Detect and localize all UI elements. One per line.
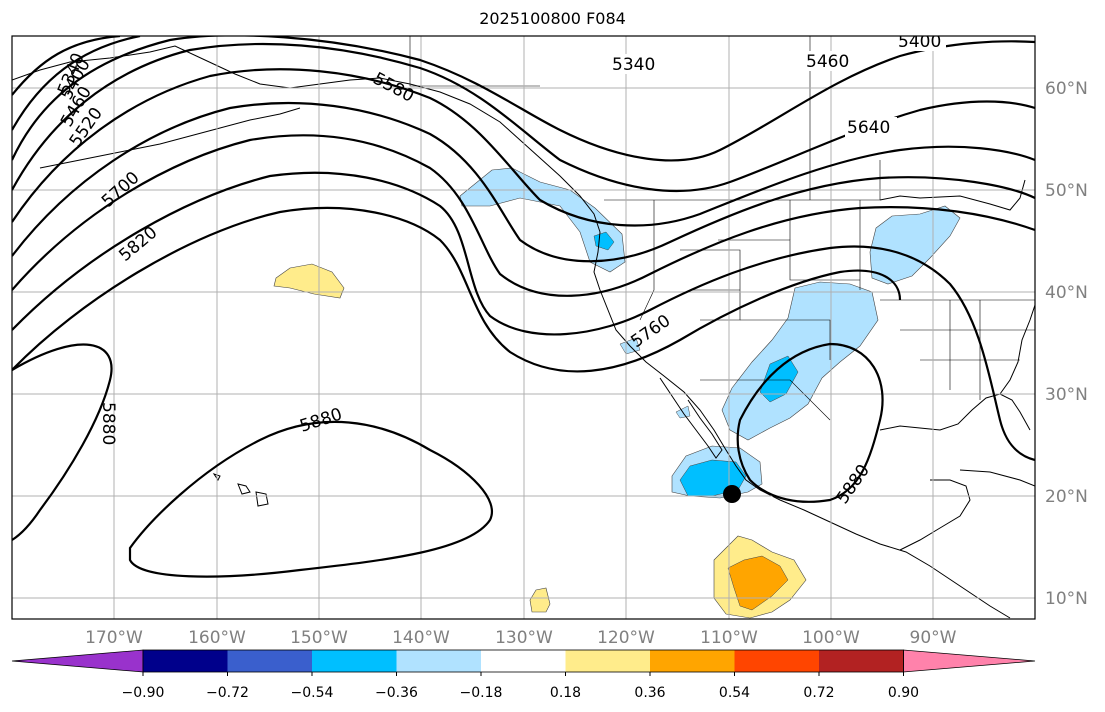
- west-coast: [593, 231, 1011, 619]
- colorbar-tick-label: −0.90: [122, 685, 165, 701]
- colorbar: −0.90 −0.72 −0.54 −0.36 −0.18 0.18 0.36 0.54 0.7…: [11, 649, 1036, 701]
- lon-label-120w: 120°W: [597, 628, 655, 648]
- contour-5880-mexico: [736, 342, 884, 503]
- lon-label-110w: 110°W: [700, 628, 758, 648]
- lon-label-100w: 100°W: [802, 628, 860, 648]
- hudson-bay: [879, 179, 1026, 211]
- aleutians: [39, 107, 301, 169]
- shade-pacific-yellow: [273, 263, 345, 299]
- colorbar-cell: [565, 650, 651, 672]
- contour-5640: [12, 101, 1035, 263]
- hawaii-2: [255, 491, 269, 507]
- colorbar-cell: [143, 650, 228, 672]
- lon-label-90w: 90°W: [910, 628, 957, 648]
- colorbar-tick-label: 0.18: [550, 685, 581, 701]
- colorbar-tick-label: −0.18: [460, 685, 503, 701]
- contour-label-5460: 5460: [806, 52, 849, 72]
- contour-label-5400: 5400: [898, 32, 941, 52]
- shade-small-yellow: [529, 587, 551, 613]
- shading-layer: [273, 167, 961, 619]
- alaska-coast: [12, 45, 601, 233]
- contour-5700: [12, 134, 1035, 297]
- colorbar-tick-label: −0.72: [206, 685, 249, 701]
- colorbar-cell: [650, 650, 735, 672]
- lat-label-60n: 60°N: [1045, 79, 1088, 99]
- yucatan: [899, 479, 971, 551]
- colorbar-tick-label: 0.54: [719, 685, 750, 701]
- contour-5820: [12, 206, 902, 373]
- lat-label-50n: 50°N: [1045, 181, 1088, 201]
- colorbar-tick-label: 0.36: [634, 685, 665, 701]
- lat-label-40n: 40°N: [1045, 283, 1088, 303]
- contour-5400: [12, 36, 141, 131]
- lon-label-140w: 140°W: [392, 628, 450, 648]
- colorbar-tick-label: −0.36: [375, 685, 418, 701]
- lon-label-150w: 150°W: [290, 628, 348, 648]
- colorbar-tick-label: 0.90: [888, 685, 919, 701]
- colorbar-cell: [227, 650, 313, 672]
- colorbar-extend-low: [11, 649, 144, 673]
- shade-alaska-coast: [459, 167, 626, 273]
- coastline-layer: [12, 45, 1035, 619]
- lon-labels: 170°W 160°W 150°W 140°W 130°W 120°W 110°…: [85, 628, 957, 648]
- lon-label-170w: 170°W: [85, 628, 143, 648]
- contour-5580: [12, 68, 1035, 227]
- contour-label-5880-west: 5880: [98, 402, 118, 445]
- colorbar-cell: [312, 650, 397, 672]
- east-coast: [999, 304, 1035, 395]
- contour-5460: [12, 36, 1035, 162]
- contour-label-5340: 5340: [612, 55, 655, 75]
- colorbar-cell: [819, 650, 904, 672]
- contour-5340: [12, 36, 121, 96]
- hawaii-1: [237, 483, 251, 495]
- shade-central-america-orange: [727, 555, 789, 611]
- map-title: 2025100800 F084: [479, 9, 626, 28]
- lat-label-30n: 30°N: [1045, 385, 1088, 405]
- contour-label-5640: 5640: [847, 118, 890, 138]
- baja-peninsula: [659, 377, 723, 459]
- map-frame: [11, 35, 1036, 620]
- contour-5760: [12, 171, 1035, 462]
- colorbar-tick-label: −0.54: [291, 685, 334, 701]
- contour-5880-west: [12, 343, 113, 541]
- colorbar-cell: [396, 650, 482, 672]
- lat-labels: 60°N 50°N 40°N 30°N 20°N 10°N: [1045, 79, 1088, 609]
- lon-label-130w: 130°W: [495, 628, 553, 648]
- lat-label-10n: 10°N: [1045, 589, 1088, 609]
- colorbar-cell: [734, 650, 820, 672]
- cuba: [959, 469, 1035, 487]
- center-point-marker: [723, 485, 741, 503]
- shade-great-lakes: [869, 205, 961, 285]
- lat-label-20n: 20°N: [1045, 487, 1088, 507]
- colorbar-extend-high: [903, 649, 1036, 673]
- colorbar-tick-label: 0.72: [803, 685, 834, 701]
- contour-5880-pacific: [128, 420, 493, 578]
- colorbar-cell: [481, 650, 566, 672]
- colorbar-outline: [142, 649, 904, 673]
- gridlines: [12, 36, 1035, 619]
- lon-label-160w: 160°W: [188, 628, 246, 648]
- gulf-coast: [879, 393, 1031, 431]
